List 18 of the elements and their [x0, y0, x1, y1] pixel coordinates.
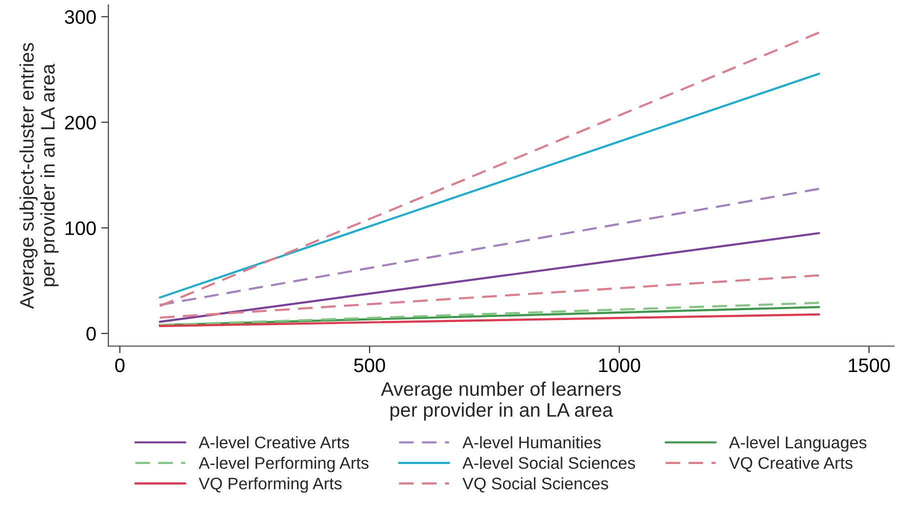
- legend-label: VQ Creative Arts: [729, 456, 852, 472]
- x-tick-label: 0: [115, 358, 124, 372]
- x-tick-label: 1000: [599, 358, 640, 372]
- y-tick-label: 300: [64, 10, 96, 24]
- x-tick-label: 500: [354, 358, 386, 372]
- y-tick-label: 0: [86, 326, 96, 341]
- y-tick-label: 100: [66, 221, 96, 236]
- legend-label: A-level Languages: [728, 436, 866, 452]
- legend-label: A-level Social Sciences: [462, 456, 636, 469]
- x-tick-label: 1500: [848, 358, 890, 372]
- legend-label: VQ Performing Arts: [198, 477, 342, 493]
- legend-label: VQ Social Sciences: [462, 477, 608, 492]
- y-tick-label: 200: [65, 116, 96, 130]
- y-axis-title: Average subject-cluster entries per provider in an LA area: [19, 42, 59, 309]
- legend-label: A-level Humanities: [462, 436, 601, 448]
- x-axis-title: Average number of learners per provider in an LA area: [380, 382, 621, 421]
- legend-label: A-level Creative Arts: [198, 436, 350, 448]
- legend-label: A-level Performing Arts: [198, 456, 368, 472]
